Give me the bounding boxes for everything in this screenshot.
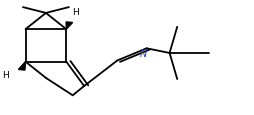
Polygon shape [18, 62, 25, 70]
Polygon shape [66, 23, 72, 30]
Text: H: H [72, 8, 78, 17]
Text: H: H [2, 70, 8, 79]
Text: N: N [140, 49, 147, 58]
